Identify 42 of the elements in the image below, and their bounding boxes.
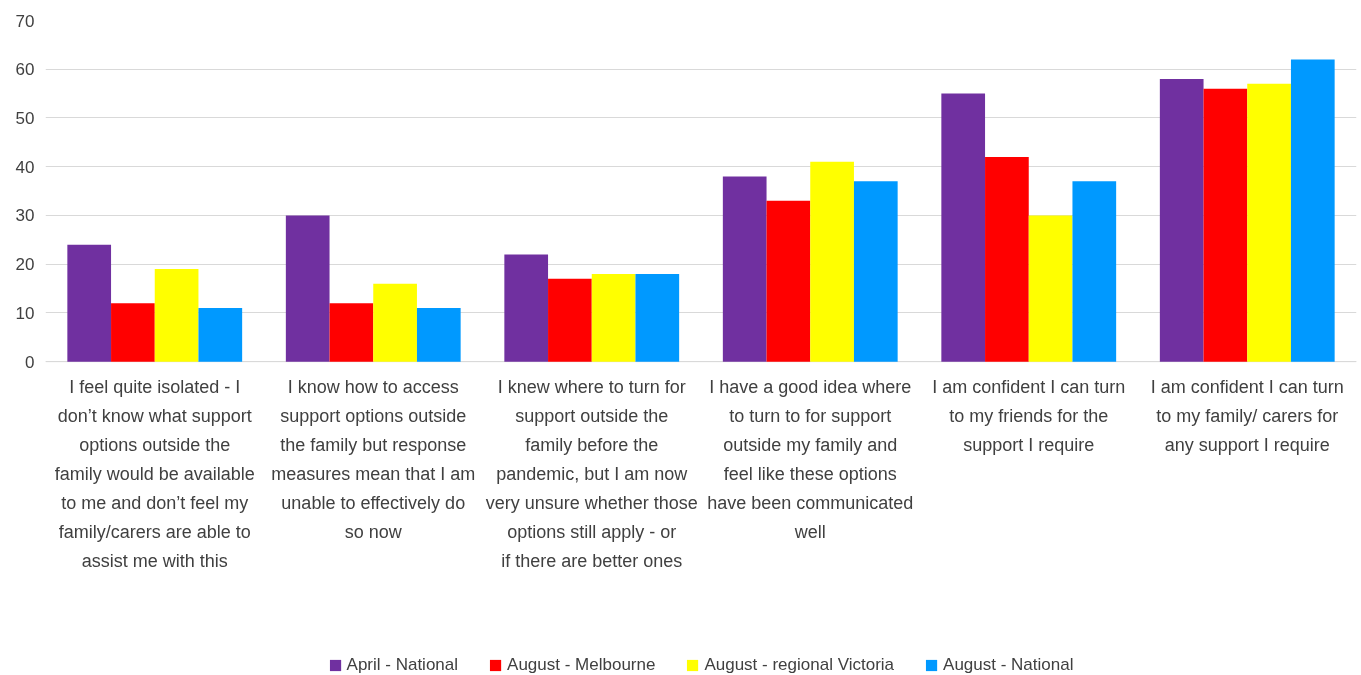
bar <box>373 283 417 362</box>
bar <box>416 308 461 362</box>
bar <box>985 156 1029 362</box>
y-tick-label: 50 <box>15 108 35 128</box>
bar <box>1159 78 1204 362</box>
legend-label: April - National <box>346 655 459 675</box>
bar <box>635 273 680 362</box>
y-tick-label: 30 <box>15 206 35 226</box>
bar <box>111 303 155 362</box>
bar <box>591 273 636 362</box>
bar <box>1247 83 1291 362</box>
bar <box>329 303 374 362</box>
x-tick-label: I knew where to turn for support outside the family before the pandemic, but I am now very unsure whether those options still apply - or if there are better ones <box>485 377 698 571</box>
y-tick-label: 0 <box>25 352 35 372</box>
bar <box>198 308 243 362</box>
bar <box>722 176 767 362</box>
bar <box>810 161 854 362</box>
bar <box>504 254 549 362</box>
x-tick-label: I am confident I can turn to my friends for the support I require <box>932 377 1126 455</box>
y-tick-label: 60 <box>15 60 35 80</box>
bar <box>154 269 199 362</box>
bar <box>285 215 330 362</box>
bar <box>1028 215 1073 362</box>
x-tick-label: I have a good idea where to turn to for support outside my family and feel like these options have been communicated well <box>707 377 914 542</box>
x-tick-label: I know how to access support options outside the family but response measures mean that I am unable to effectively do so now <box>271 377 476 542</box>
bar <box>853 181 898 362</box>
bar <box>67 244 112 362</box>
bar <box>1203 88 1248 362</box>
y-tick-label: 40 <box>15 157 35 177</box>
bar <box>941 93 986 362</box>
x-tick-label: I am confident I can turn to my family/ carers for any support I require <box>1150 377 1344 455</box>
legend-label: August - National <box>943 655 1074 675</box>
bar <box>1290 59 1335 362</box>
y-tick-label: 70 <box>15 11 35 31</box>
bar <box>548 278 592 362</box>
legend-label: August - Melbourne <box>507 655 656 675</box>
bar <box>1072 181 1117 362</box>
bar <box>766 200 811 362</box>
y-tick-label: 10 <box>15 303 35 323</box>
x-tick-label: I feel quite isolated - I don’t know what support options outside the family would be available to me and don’t feel my family/carers are able to assist me with this <box>54 377 255 571</box>
y-tick-label: 20 <box>15 255 35 275</box>
legend-label: August - regional Victoria <box>704 655 895 675</box>
